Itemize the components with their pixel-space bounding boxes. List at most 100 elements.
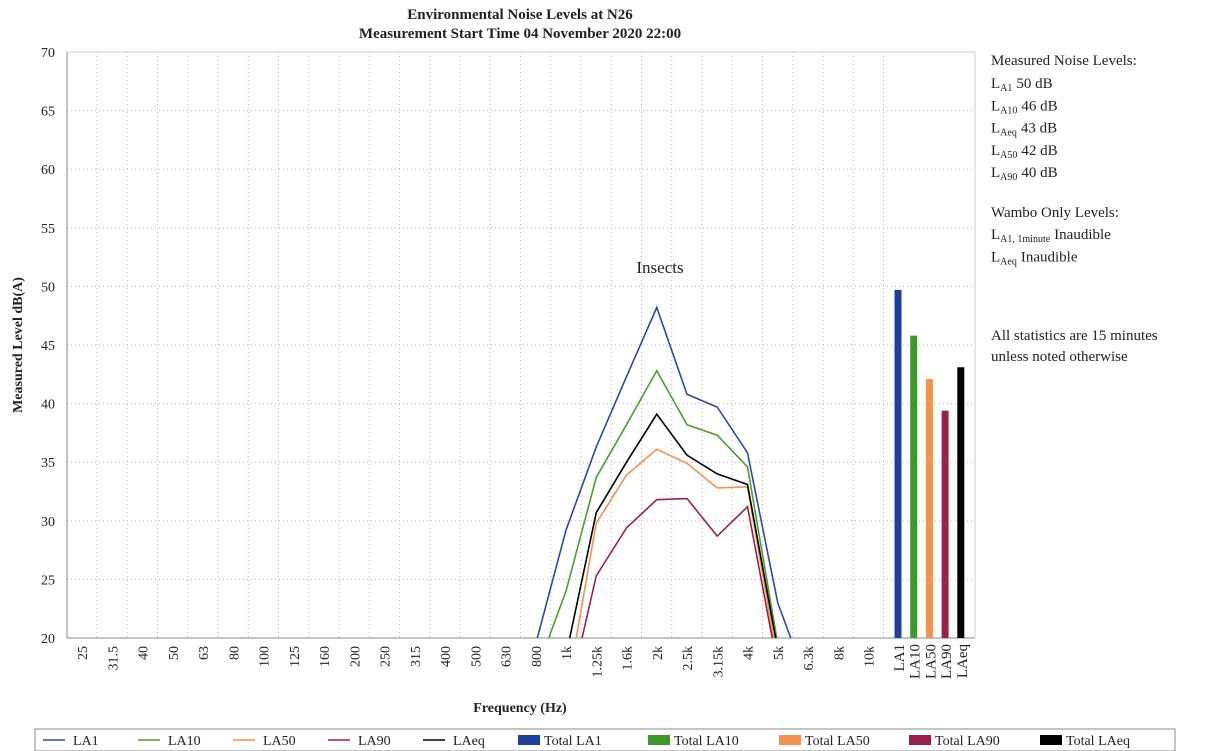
value: Inaudible	[1054, 227, 1111, 243]
legend-swatch	[779, 735, 801, 745]
side-item: LA1, 1minute Inaudible	[991, 227, 1111, 245]
symbol: L	[991, 165, 1000, 181]
side-heading: Wambo Only Levels:	[991, 205, 1119, 221]
side-heading: Measured Noise Levels:	[991, 53, 1137, 69]
x-tick-label: 2.5k	[681, 646, 696, 671]
y-tick-label: 40	[41, 398, 55, 413]
bar	[894, 289, 902, 638]
y-axis-label: Measured Level dB(A)	[11, 277, 26, 413]
side-note: All statistics are 15 minutes	[991, 328, 1158, 344]
bar	[925, 378, 933, 638]
x-tick-label: LAeq	[955, 644, 971, 679]
y-tick-label: 20	[41, 632, 55, 647]
y-tick-label: 65	[41, 105, 55, 120]
subscript: Aeq	[1000, 256, 1017, 267]
x-tick-label: 2k	[651, 646, 666, 660]
x-tick-label: LA50	[923, 644, 939, 679]
line-series	[536, 305, 792, 638]
value: 40 dB	[1021, 165, 1057, 181]
legend-label: LAeq	[453, 734, 485, 749]
annotation: Insects	[636, 258, 683, 277]
legend-swatch	[518, 735, 540, 745]
legend-label: LA50	[263, 734, 296, 749]
legend-label: Total LA10	[674, 734, 739, 749]
subscript: A1	[1000, 83, 1012, 94]
y-tick-label: 50	[41, 280, 55, 295]
subscript: A50	[1000, 150, 1017, 161]
legend-swatch	[648, 735, 670, 745]
bar	[957, 367, 965, 638]
y-tick-label: 45	[41, 339, 55, 354]
legend-swatch	[909, 735, 931, 745]
bar	[941, 410, 949, 638]
x-tick-label: 400	[439, 646, 454, 667]
bar	[910, 335, 918, 638]
x-tick-label: 80	[227, 646, 242, 660]
x-tick-label: 10k	[863, 646, 878, 667]
line-series	[547, 369, 778, 638]
legend-label: LA10	[168, 734, 201, 749]
y-tick-label: 60	[41, 163, 55, 178]
y-tick-label: 70	[41, 46, 55, 61]
line-series	[575, 448, 775, 638]
value: 46 dB	[1021, 98, 1057, 114]
x-tick-label: 125	[288, 646, 303, 667]
line-series	[581, 497, 774, 638]
value: 43 dB	[1021, 121, 1057, 137]
x-tick-label: 63	[197, 646, 212, 660]
side-note: unless noted otherwise	[991, 349, 1128, 365]
x-tick-label: 1.6k	[621, 646, 636, 671]
x-tick-label: 40	[137, 646, 152, 660]
x-tick-label: 3.15k	[711, 646, 726, 678]
subscript: A10	[1000, 105, 1017, 116]
x-tick-label: 4k	[742, 646, 757, 660]
symbol: L	[991, 121, 1000, 137]
chart-title: Environmental Noise Levels at N26	[407, 7, 633, 23]
x-tick-label: 250	[379, 646, 394, 667]
side-item: LAeq 43 dB	[991, 121, 1057, 139]
x-axis-label: Frequency (Hz)	[473, 701, 567, 716]
x-tick-label: 50	[167, 646, 182, 660]
line-series	[568, 412, 777, 638]
x-tick-label: 500	[469, 646, 484, 667]
symbol: L	[991, 76, 1000, 92]
x-tick-label: 315	[409, 646, 424, 667]
x-tick-label: 160	[318, 646, 333, 667]
legend-label: LA1	[73, 734, 99, 749]
x-tick-label: 5k	[772, 646, 787, 660]
x-tick-label: 100	[258, 646, 273, 667]
x-tick-label: 25	[76, 646, 91, 660]
legend-label: LA90	[358, 734, 391, 749]
symbol: L	[991, 143, 1000, 159]
x-tick-label: 6.3k	[802, 646, 817, 671]
side-item: LA1 50 dB	[991, 76, 1053, 94]
value: Inaudible	[1021, 249, 1078, 265]
subscript: Aeq	[1000, 128, 1017, 139]
chart-subtitle: Measurement Start Time 04 November 2020 …	[359, 26, 681, 42]
x-tick-label: 200	[348, 646, 363, 667]
side-item: LAeq Inaudible	[991, 249, 1078, 267]
legend-label: Total LA50	[805, 734, 870, 749]
x-tick-label: 630	[500, 646, 515, 667]
value: 50 dB	[1016, 76, 1052, 92]
side-item: LA10 46 dB	[991, 98, 1058, 116]
symbol: L	[991, 98, 1000, 114]
x-tick-label: 800	[530, 646, 545, 667]
y-tick-label: 30	[41, 515, 55, 530]
y-tick-label: 35	[41, 456, 55, 471]
x-tick-label: LA1	[892, 644, 908, 672]
legend-box	[34, 728, 1176, 751]
side-item: LA90 40 dB	[991, 165, 1058, 183]
y-tick-label: 25	[41, 573, 55, 588]
x-tick-label: 8k	[832, 646, 847, 660]
symbol: L	[991, 227, 1000, 243]
legend-label: Total LAeq	[1066, 734, 1130, 749]
x-tick-label: 31.5	[106, 646, 121, 671]
lines	[536, 305, 792, 638]
legend-label: Total LA90	[935, 734, 1000, 749]
x-tick-label: 1.25k	[590, 646, 605, 678]
subscript: A1, 1minute	[1000, 234, 1051, 245]
symbol: L	[991, 249, 1000, 265]
subscript: A90	[1000, 172, 1017, 183]
